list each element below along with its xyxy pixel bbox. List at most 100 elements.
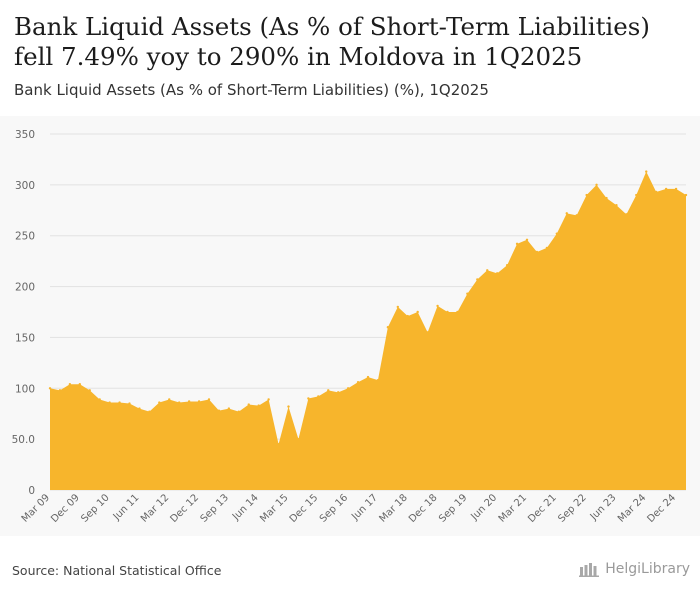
- data-point: [555, 232, 559, 235]
- data-point: [476, 278, 479, 281]
- x-tick-label: Jun 11: [111, 492, 142, 523]
- data-point: [664, 187, 668, 191]
- data-point: [48, 387, 52, 390]
- y-tick-label: 150: [15, 332, 35, 344]
- data-point: [585, 193, 588, 197]
- series-area: [50, 171, 686, 490]
- x-tick-label: Jun 14: [230, 492, 261, 523]
- data-point: [505, 264, 509, 267]
- chart-subtitle: Bank Liquid Assets (As % of Short-Term L…: [14, 81, 489, 99]
- data-point: [356, 380, 360, 384]
- data-point: [615, 204, 618, 207]
- data-point: [217, 409, 221, 412]
- y-tick-label: 50.0: [12, 434, 35, 446]
- data-point: [366, 375, 370, 379]
- data-point: [684, 193, 688, 197]
- data-point: [297, 437, 300, 441]
- data-point: [336, 391, 340, 394]
- data-point: [575, 214, 578, 217]
- data-point: [277, 443, 280, 446]
- data-point: [406, 314, 409, 318]
- data-point: [486, 269, 489, 272]
- data-point: [118, 401, 121, 404]
- y-tick-label: 0: [28, 485, 35, 497]
- title-line-2: fell 7.49% yoy to 290% in Moldova in 1Q2…: [14, 42, 583, 71]
- x-tick-label: Mar 15: [258, 492, 290, 524]
- x-tick-label: Mar 12: [139, 492, 171, 524]
- data-point: [187, 400, 191, 403]
- data-point: [645, 170, 648, 173]
- data-point: [466, 292, 469, 295]
- helgi-library-logo: HelgiLibrary: [579, 561, 690, 577]
- data-point: [446, 310, 449, 314]
- x-tick-label: Sep 16: [318, 492, 350, 524]
- library-icon: [579, 563, 600, 577]
- x-tick-label: Dec 21: [526, 492, 559, 525]
- y-tick-label: 300: [15, 180, 35, 192]
- data-point: [247, 403, 250, 406]
- data-point: [207, 398, 211, 401]
- data-point: [168, 398, 171, 401]
- data-point: [307, 397, 310, 400]
- data-point: [197, 400, 201, 403]
- data-point: [108, 401, 111, 404]
- data-point: [98, 398, 101, 401]
- y-tick-label: 250: [15, 231, 35, 243]
- data-point: [148, 410, 151, 413]
- x-tick-label: Dec 18: [407, 492, 440, 525]
- x-tick-label: Jun 17: [349, 492, 380, 523]
- x-tick-label: Sep 19: [437, 492, 469, 524]
- data-point: [376, 378, 380, 382]
- data-point: [416, 310, 419, 314]
- data-point: [456, 310, 459, 314]
- x-tick-label: Jun 23: [588, 492, 619, 523]
- y-tick-label: 200: [15, 282, 35, 294]
- data-point: [317, 395, 320, 398]
- data-point: [158, 401, 161, 404]
- data-point: [78, 383, 82, 386]
- data-point: [237, 410, 241, 413]
- plot-area: 0 50.0 100 150 200 250 300 350 Mar 09 Dec 09 Sep 1…: [0, 116, 700, 536]
- logo-text: HelgiLibrary: [605, 561, 690, 577]
- data-point: [346, 387, 350, 390]
- data-point: [654, 190, 658, 194]
- x-tick-label: Mar 24: [616, 492, 648, 524]
- x-tick-label: Mar 18: [377, 492, 409, 524]
- data-point: [515, 242, 519, 246]
- data-point: [68, 383, 72, 386]
- data-point: [227, 407, 231, 410]
- data-point: [138, 407, 141, 410]
- data-point: [426, 331, 429, 334]
- data-point: [495, 272, 499, 275]
- data-point: [287, 405, 290, 408]
- data-point: [595, 183, 598, 187]
- source-note: Source: National Statistical Office: [12, 563, 222, 578]
- x-tick-label: Dec 24: [645, 492, 678, 525]
- data-point: [625, 213, 628, 216]
- data-point: [386, 326, 390, 329]
- x-tick-label: Mar 09: [20, 492, 52, 524]
- x-tick-label: Dec 09: [49, 492, 82, 525]
- title-line-1: Bank Liquid Assets (As % of Short-Term L…: [14, 12, 650, 41]
- data-point: [535, 250, 539, 254]
- data-point: [674, 187, 678, 191]
- y-tick-label: 100: [15, 383, 35, 395]
- data-point: [58, 389, 62, 392]
- x-tick-label: Sep 10: [79, 492, 111, 524]
- data-point: [128, 402, 131, 405]
- x-tick-label: Sep 22: [556, 492, 588, 524]
- data-point: [327, 389, 330, 392]
- data-point: [565, 212, 568, 215]
- x-tick-label: Dec 12: [168, 492, 201, 525]
- data-point: [545, 246, 549, 250]
- data-point: [635, 193, 638, 197]
- chart-title: Bank Liquid Assets (As % of Short-Term L…: [14, 12, 690, 72]
- x-tick-label: Sep 13: [199, 492, 231, 524]
- data-point: [525, 238, 529, 241]
- x-tick-label: Mar 21: [497, 492, 529, 524]
- x-tick-label: Dec 15: [288, 492, 321, 525]
- data-point: [88, 389, 91, 392]
- data-point: [257, 404, 260, 407]
- data-point: [396, 305, 400, 309]
